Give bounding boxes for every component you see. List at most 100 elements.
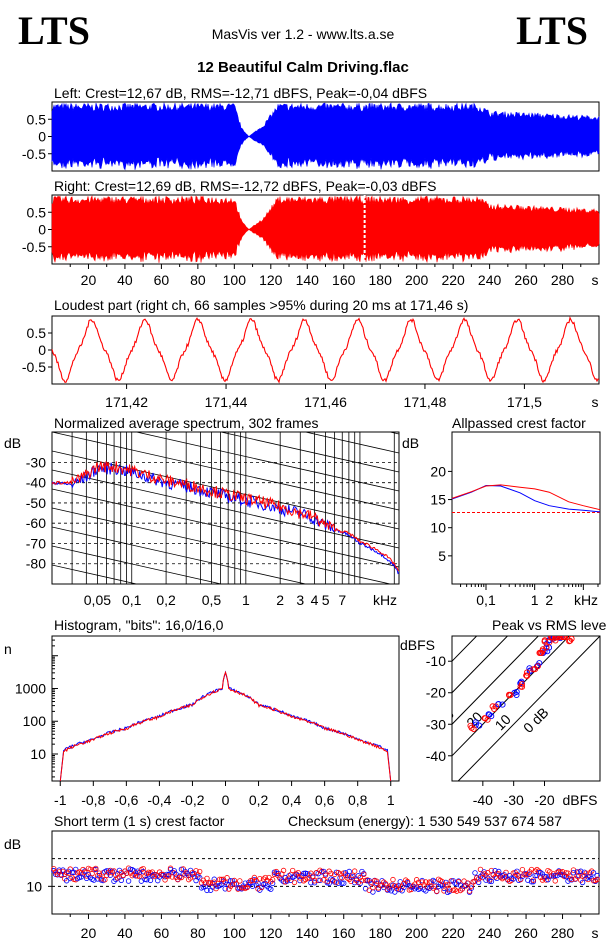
peak-rms-point-right <box>567 637 574 644</box>
x-tick-label-right-waveform: 140 <box>296 272 320 288</box>
crest-line <box>452 636 540 725</box>
crest-point-left <box>56 867 62 873</box>
x-tick-label-short-term-crest: 80 <box>190 925 206 941</box>
x-tick-label-short-term-crest: 120 <box>259 925 283 941</box>
crest-line-label: 0 dB <box>520 704 552 736</box>
x-tick-label-average-spectrum: 1 <box>242 592 250 608</box>
crest-point-left <box>311 880 318 886</box>
y-axis-label-short-term-crest: dB <box>4 836 21 852</box>
crest-point-left <box>317 877 323 884</box>
crest-point-right <box>441 888 447 894</box>
plot-frame-histogram <box>51 635 400 782</box>
x-tick-label-right-waveform: 20 <box>81 272 97 288</box>
x-tick-label-average-spectrum: 0,1 <box>122 592 142 608</box>
crest-point-left <box>222 886 228 892</box>
peak-rms-point-right <box>536 649 543 657</box>
crest-point-right <box>151 873 157 880</box>
x-tick-label-right-waveform: 280 <box>551 272 575 288</box>
panel-title-loudest-part: Loudest part (right ch, 66 samples >95% … <box>54 297 468 313</box>
crest-point-left <box>211 876 217 882</box>
x-tick-label-histogram: 1 <box>387 792 395 808</box>
crest-point-left <box>91 877 97 883</box>
y-axis-label-average-spectrum: dB <box>4 435 21 451</box>
x-tick-label-short-term-crest: 140 <box>296 925 320 941</box>
x-tick-label-loudest-part: 171,5 <box>507 394 542 410</box>
crest-point-right <box>186 876 192 883</box>
y-tick-label-allpassed-crest: 20 <box>430 463 446 479</box>
crest-point-right <box>109 869 115 876</box>
crest-point-left <box>439 882 445 889</box>
crest-point-right <box>373 878 380 884</box>
crest-point-right <box>454 888 460 894</box>
crest-point-left <box>147 877 154 884</box>
peak-rms-point-right <box>552 637 559 644</box>
crest-point-right <box>322 872 329 878</box>
crest-point-right <box>351 868 358 874</box>
y-tick-label-average-spectrum: -60 <box>26 515 46 531</box>
x-tick-label-right-waveform: 260 <box>514 272 538 288</box>
histogram-series-right <box>59 670 392 782</box>
crest-point-left <box>275 870 281 877</box>
crest-point-right <box>585 876 591 883</box>
peak-rms-point-right <box>539 647 546 654</box>
x-tick-label-short-term-crest: 60 <box>154 925 170 941</box>
crest-point-right <box>439 878 445 885</box>
spectrum-slope-line <box>52 450 399 530</box>
crest-point-right <box>552 878 558 884</box>
crest-point-left <box>269 880 276 887</box>
crest-point-right <box>315 877 321 884</box>
y-tick-label-allpassed-crest: 5 <box>438 548 446 564</box>
crest-point-right <box>548 873 555 879</box>
y-tick-label-allpassed-crest: 15 <box>430 492 446 508</box>
plot-frame-average-spectrum <box>51 431 400 585</box>
x-tick-label-short-term-crest: 280 <box>551 925 575 941</box>
peak-rms-point-right <box>518 683 526 690</box>
x-tick-label-loudest-part: 171,42 <box>105 394 148 410</box>
x-tick-label-short-term-crest: 240 <box>478 925 502 941</box>
crest-point-right <box>268 878 274 885</box>
crest-point-right <box>423 879 429 885</box>
crest-point-right <box>176 874 183 881</box>
y-tick-label-left-waveform: 0 <box>38 129 46 145</box>
x-tick-label-average-spectrum: 0,5 <box>202 592 222 608</box>
peak-rms-point-right <box>484 716 491 723</box>
x-tick-label-short-term-crest: 40 <box>117 925 133 941</box>
spectrum-slope-line <box>52 603 399 681</box>
crest-point-left <box>331 879 338 885</box>
panel-title-average-spectrum: Normalized average spectrum, 302 frames <box>54 415 319 431</box>
x-tick-label-histogram: -1 <box>54 792 67 808</box>
plot-frame-allpassed-crest <box>451 431 601 585</box>
crest-point-left <box>196 874 203 881</box>
peak-rms-point-right <box>467 722 474 729</box>
crest-point-right <box>432 883 438 890</box>
x-tick-label-average-spectrum: 0,2 <box>156 592 176 608</box>
plot-frame-loudest-part <box>51 315 600 385</box>
y-tick-label-right-waveform: 0 <box>38 222 46 238</box>
peak-rms-point-right <box>543 644 550 651</box>
crest-point-left <box>496 868 502 875</box>
crest-point-left <box>231 881 238 887</box>
crest-point-right <box>587 870 593 876</box>
crest-point-right <box>594 876 600 883</box>
y-tick-label-allpassed-crest: 10 <box>430 520 446 536</box>
spectrum-grid <box>52 432 399 681</box>
x-tick-label-right-waveform: 60 <box>154 272 170 288</box>
x-tick-label-right-waveform: 240 <box>478 272 502 288</box>
x-tick-label-loudest-part: 171,46 <box>304 394 347 410</box>
spectrum-slope-line <box>52 432 399 511</box>
crest-point-right <box>224 875 230 881</box>
y-tick-label-average-spectrum: -80 <box>26 556 46 572</box>
allpassed-series-left <box>451 484 601 513</box>
histogram-series-left <box>59 670 392 782</box>
y-tick-label-peak-vs-rms: -30 <box>426 716 446 732</box>
crest-point-right <box>434 888 440 894</box>
x-tick-label-peak-vs-rms: -40 <box>473 792 493 808</box>
x-tick-label-allpassed-crest: 0,1 <box>476 592 496 608</box>
panel-title-peak-vs-rms: Peak vs RMS level <box>492 617 606 633</box>
spectrum-slope-line <box>52 507 392 584</box>
crest-point-left <box>468 885 475 891</box>
crest-point-right <box>237 878 243 884</box>
crest-point-left <box>335 880 341 886</box>
crest-point-right <box>530 877 537 883</box>
x-tick-label-histogram: -0,6 <box>114 792 138 808</box>
